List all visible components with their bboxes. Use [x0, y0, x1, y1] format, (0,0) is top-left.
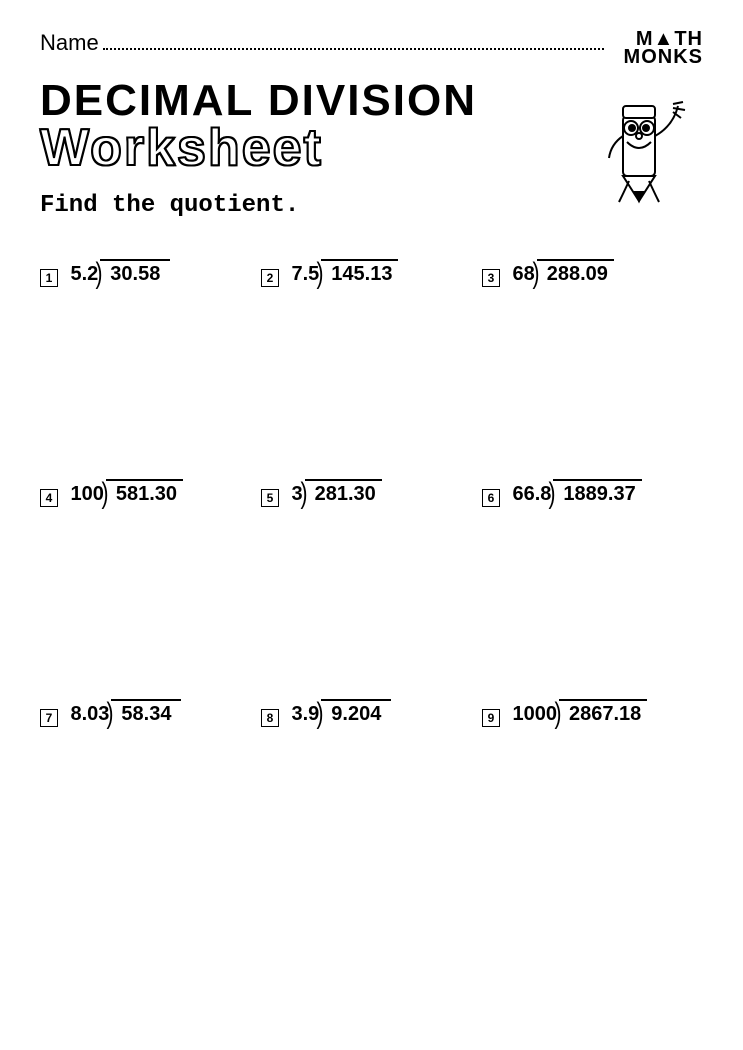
- divisor: 66.8: [512, 483, 553, 506]
- dividend: 288.09: [537, 259, 614, 286]
- title-block: DECIMAL DIVISION Worksheet: [40, 76, 703, 178]
- division-expression: 3)281.30: [291, 479, 381, 506]
- dividend: 145.13: [321, 259, 398, 286]
- problem-number: 2: [261, 269, 279, 287]
- header-row: Name M▲TH MONKS: [40, 30, 703, 66]
- problem-6: 6 66.8)1889.37: [482, 469, 703, 689]
- division-expression: 66.8)1889.37: [512, 479, 641, 506]
- division-bracket-icon: ): [96, 257, 103, 291]
- problem-number: 7: [40, 709, 58, 727]
- problem-number: 9: [482, 709, 500, 727]
- divisor: 8.03: [70, 703, 111, 726]
- problem-9: 9 1000)2867.18: [482, 689, 703, 909]
- divisor: 1000: [512, 703, 559, 726]
- problem-8: 8 3.9)9.204: [261, 689, 482, 909]
- problem-number: 6: [482, 489, 500, 507]
- problem-3: 3 68)288.09: [482, 249, 703, 469]
- problem-2: 2 7.5)145.13: [261, 249, 482, 469]
- logo-line2: MONKS: [624, 48, 703, 66]
- problem-number: 1: [40, 269, 58, 287]
- name-input-line[interactable]: [103, 32, 604, 50]
- dividend: 281.30: [305, 479, 382, 506]
- division-expression: 5.2)30.58: [70, 259, 170, 286]
- division-bracket-icon: ): [549, 477, 556, 511]
- dividend: 2867.18: [559, 699, 647, 726]
- dividend: 1889.37: [553, 479, 641, 506]
- name-label: Name: [40, 30, 99, 56]
- problem-1: 1 5.2)30.58: [40, 249, 261, 469]
- pencil-mascot-icon: [573, 66, 713, 206]
- problem-number: 3: [482, 269, 500, 287]
- problem-5: 5 3)281.30: [261, 469, 482, 689]
- problem-number: 4: [40, 489, 58, 507]
- division-bracket-icon: ): [532, 257, 539, 291]
- division-expression: 3.9)9.204: [291, 699, 391, 726]
- division-expression: 8.03)58.34: [70, 699, 181, 726]
- problem-number: 5: [261, 489, 279, 507]
- division-expression: 1000)2867.18: [512, 699, 647, 726]
- dividend: 9.204: [321, 699, 391, 726]
- division-bracket-icon: ): [554, 697, 561, 731]
- dividend: 30.58: [100, 259, 170, 286]
- division-bracket-icon: ): [101, 477, 108, 511]
- brand-logo: M▲TH MONKS: [624, 30, 703, 66]
- division-bracket-icon: ): [107, 697, 114, 731]
- division-expression: 100)581.30: [70, 479, 183, 506]
- name-field-area: Name: [40, 30, 604, 56]
- division-expression: 68)288.09: [512, 259, 613, 286]
- problem-4: 4 100)581.30: [40, 469, 261, 689]
- dividend: 58.34: [111, 699, 181, 726]
- division-bracket-icon: ): [300, 477, 307, 511]
- problem-7: 7 8.03)58.34: [40, 689, 261, 909]
- problems-grid: 1 5.2)30.58 2 7.5)145.13 3 68)288.09 4 1…: [40, 249, 703, 909]
- problem-number: 8: [261, 709, 279, 727]
- division-bracket-icon: ): [317, 697, 324, 731]
- division-expression: 7.5)145.13: [291, 259, 398, 286]
- dividend: 581.30: [106, 479, 183, 506]
- division-bracket-icon: ): [317, 257, 324, 291]
